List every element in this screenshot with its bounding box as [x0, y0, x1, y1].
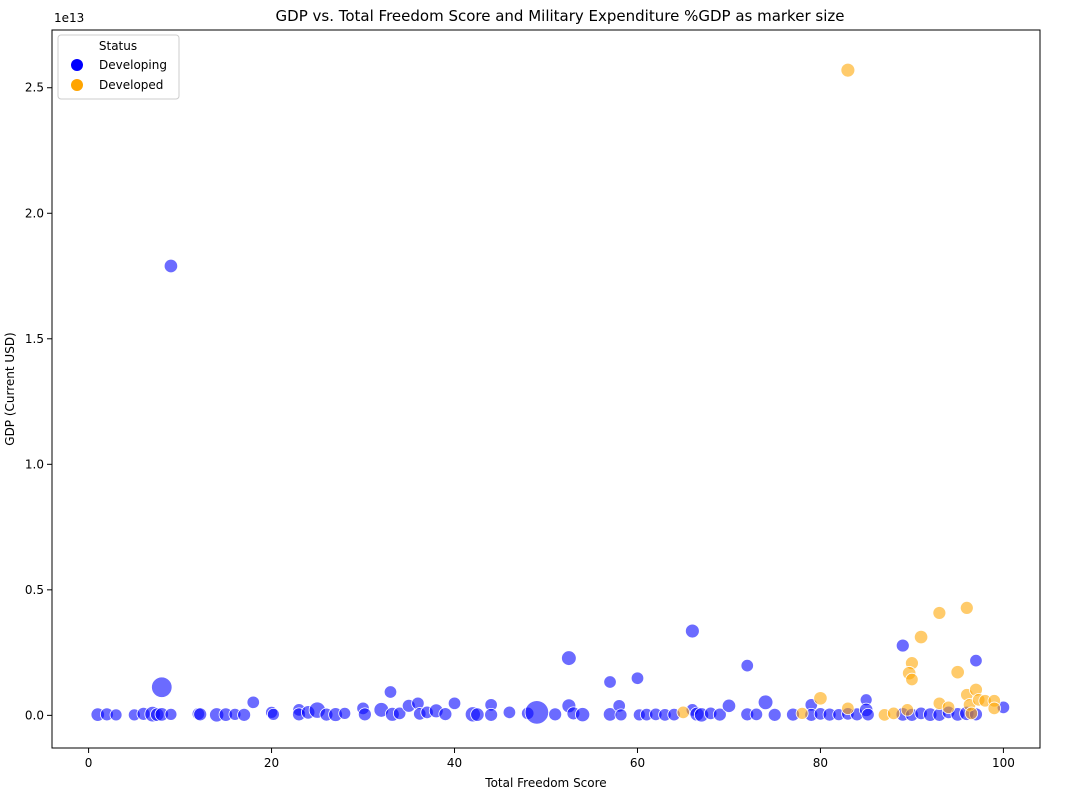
- data-point-developing: [740, 658, 754, 673]
- y-axis-title: GDP (Current USD): [3, 332, 17, 445]
- y-tick-label: 2.0: [25, 206, 44, 220]
- data-point-developed: [950, 665, 965, 680]
- plot-frame: [52, 30, 1040, 748]
- plot-border: [51, 29, 1041, 749]
- x-tick-label: 0: [85, 756, 93, 770]
- data-point-developing: [447, 696, 462, 710]
- data-point-developing: [438, 707, 453, 722]
- data-point-developing: [861, 707, 875, 722]
- data-point-developing: [164, 707, 178, 721]
- y-axis: 0.0 0.5 1.0 1.5 2.0 2.5: [25, 81, 52, 722]
- data-point-developing: [575, 707, 591, 723]
- data-point-developing: [603, 675, 617, 689]
- data-point-developing: [895, 638, 910, 653]
- x-tick-label: 80: [813, 756, 828, 770]
- data-point-developing: [357, 707, 372, 722]
- data-point-developing: [163, 258, 179, 274]
- legend-marker-developing: [71, 59, 83, 71]
- data-point-developed: [941, 700, 956, 715]
- data-point-developing: [383, 685, 398, 699]
- x-tick-label: 20: [264, 756, 279, 770]
- data-point-developing: [470, 707, 485, 722]
- data-point-developing: [749, 707, 764, 722]
- series-developed: [676, 62, 1001, 722]
- data-point-developed: [795, 706, 809, 720]
- data-point-developing: [151, 676, 173, 698]
- legend-label-developing: Developing: [99, 58, 167, 72]
- y-tick-label: 1.5: [25, 332, 44, 346]
- data-point-developing: [193, 707, 208, 722]
- x-axis-title: Total Freedom Score: [484, 776, 606, 790]
- y-tick-label: 0.5: [25, 583, 44, 597]
- data-point-developing: [767, 707, 782, 722]
- legend: Status Developing Developed: [57, 34, 180, 100]
- data-point-developing: [338, 706, 352, 720]
- data-point-developed: [813, 691, 828, 706]
- data-point-developed: [840, 62, 856, 78]
- data-point-developing: [721, 698, 737, 713]
- legend-marker-developed: [71, 79, 83, 91]
- data-point-developing: [757, 694, 774, 711]
- data-point-developed: [964, 706, 979, 721]
- data-point-developing: [484, 707, 499, 722]
- y-tick-label: 2.5: [25, 81, 44, 95]
- data-point-developed: [932, 606, 947, 620]
- data-point-developing: [524, 700, 550, 725]
- y-offset-label: 1e13: [54, 11, 84, 25]
- data-point-developed: [905, 672, 919, 687]
- legend-box: [57, 34, 180, 100]
- data-point-developed: [886, 706, 901, 721]
- legend-title: Status: [99, 39, 137, 53]
- data-point-developed: [900, 703, 915, 717]
- x-axis: 0 20 40 60 80 100: [85, 748, 1015, 770]
- data-point-developed: [987, 701, 1001, 716]
- x-tick-label: 100: [992, 756, 1015, 770]
- data-point-developing: [237, 707, 252, 722]
- data-point-developed: [959, 601, 974, 615]
- markers-layer: [90, 62, 1011, 725]
- data-point-developing: [548, 707, 563, 722]
- data-point-developing: [685, 623, 700, 639]
- data-point-developing: [712, 707, 727, 722]
- data-point-developing: [109, 708, 123, 722]
- data-point-developing: [266, 707, 280, 721]
- data-point-developing: [969, 653, 983, 668]
- data-point-developed: [676, 705, 690, 720]
- chart-title: GDP vs. Total Freedom Score and Military…: [276, 7, 845, 25]
- y-tick-label: 0.0: [25, 708, 44, 722]
- data-point-developed: [841, 701, 855, 716]
- data-point-developing: [502, 705, 517, 720]
- x-tick-label: 40: [447, 756, 462, 770]
- data-point-developing: [630, 671, 645, 685]
- y-tick-label: 1.0: [25, 457, 44, 471]
- data-point-developing: [246, 695, 260, 709]
- data-point-developing: [392, 706, 407, 721]
- x-tick-label: 60: [630, 756, 645, 770]
- data-point-developing: [561, 650, 577, 666]
- plot-area: [51, 29, 1041, 749]
- legend-label-developed: Developed: [99, 78, 163, 92]
- data-point-developed: [913, 629, 929, 645]
- data-point-developing: [614, 708, 628, 722]
